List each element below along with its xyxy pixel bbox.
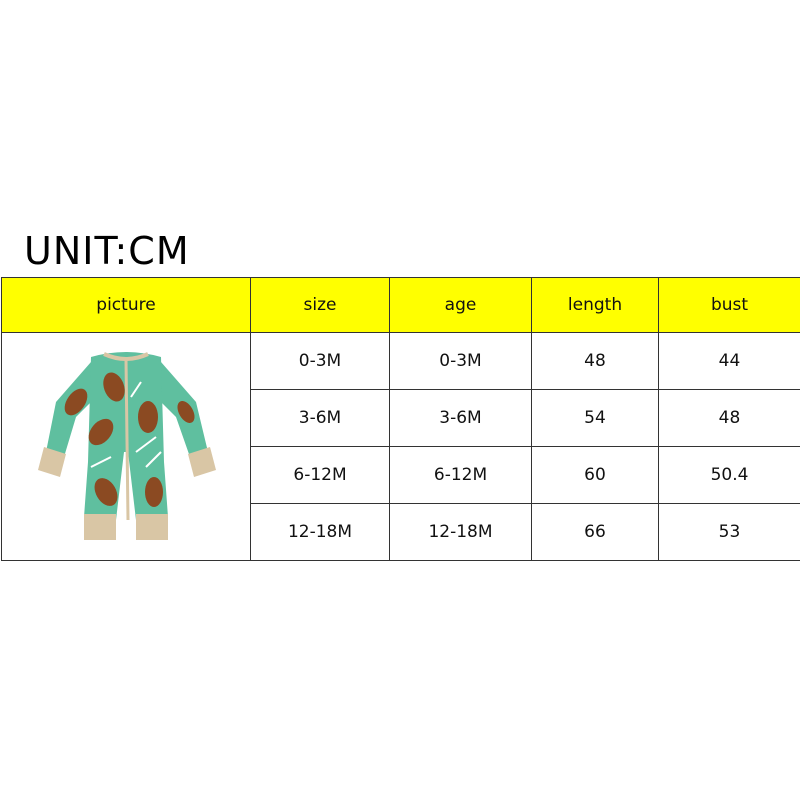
header-age: age (389, 277, 532, 333)
header-bust: bust (658, 277, 800, 333)
cell-length: 54 (531, 389, 659, 447)
cell-length: 66 (531, 503, 659, 561)
table-row: 12-18M 12-18M 66 53 (2, 503, 800, 561)
table-header-row: picture size age length bust (1, 277, 800, 333)
cell-size: 3-6M (250, 389, 390, 447)
cell-bust: 44 (658, 332, 800, 390)
table-row: 6-12M 6-12M 60 50.4 (2, 446, 800, 504)
cell-length: 60 (531, 446, 659, 504)
cell-length: 48 (531, 332, 659, 390)
cell-size: 12-18M (250, 503, 390, 561)
cell-age: 12-18M (389, 503, 532, 561)
cell-size: 0-3M (250, 332, 390, 390)
size-chart-table: picture size age length bust (1, 277, 800, 561)
cell-bust: 48 (658, 389, 800, 447)
header-picture: picture (1, 277, 251, 333)
header-length: length (531, 277, 659, 333)
unit-label: UNIT:CM (24, 229, 190, 273)
cell-bust: 50.4 (658, 446, 800, 504)
table-row: 3-6M 3-6M 54 48 (2, 389, 800, 447)
cell-bust: 53 (658, 503, 800, 561)
cell-age: 0-3M (389, 332, 532, 390)
product-picture (1, 332, 251, 561)
header-size: size (250, 277, 390, 333)
romper-image (38, 351, 216, 540)
cell-age: 6-12M (389, 446, 532, 504)
table-row: 0-3M 0-3M 48 44 (1, 332, 800, 561)
cell-age: 3-6M (389, 389, 532, 447)
cell-size: 6-12M (250, 446, 390, 504)
